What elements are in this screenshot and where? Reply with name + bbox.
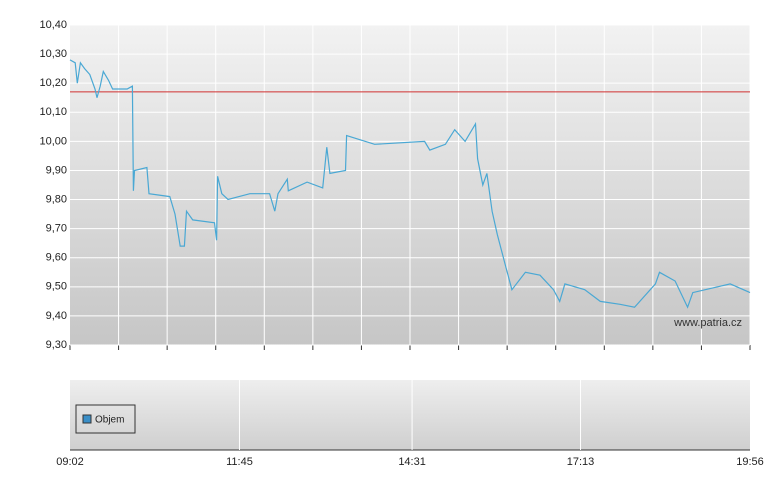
x-tick-label: 17:13: [567, 456, 595, 468]
x-tick-label: 19:56: [736, 456, 764, 468]
legend-label: Objem: [95, 415, 124, 426]
y-tick-label: 9,80: [46, 193, 67, 205]
y-tick-label: 9,40: [46, 310, 67, 322]
y-tick-label: 9,50: [46, 281, 67, 293]
y-tick-label: 10,20: [39, 77, 67, 89]
volume-area: [70, 380, 750, 450]
legend-swatch: [82, 414, 92, 424]
y-tick-label: 10,10: [39, 106, 67, 118]
y-tick-label: 9,60: [46, 252, 67, 264]
minor-grid: [69, 25, 751, 350]
legend-box: [75, 404, 136, 434]
x-tick-label: 14:31: [398, 456, 426, 468]
watermark: www.patria.cz: [673, 317, 742, 329]
y-tick-label: 10,00: [39, 135, 67, 147]
y-tick-label: 10,30: [39, 48, 67, 60]
x-tick-label: 09:02: [56, 456, 84, 468]
x-tick-label: 11:45: [226, 456, 253, 468]
y-tick-label: 9,30: [46, 339, 67, 351]
y-tick-label: 9,70: [46, 223, 67, 235]
y-tick-label: 9,90: [46, 164, 67, 176]
y-tick-label: 10,40: [39, 19, 67, 31]
price-line: [69, 59, 751, 309]
